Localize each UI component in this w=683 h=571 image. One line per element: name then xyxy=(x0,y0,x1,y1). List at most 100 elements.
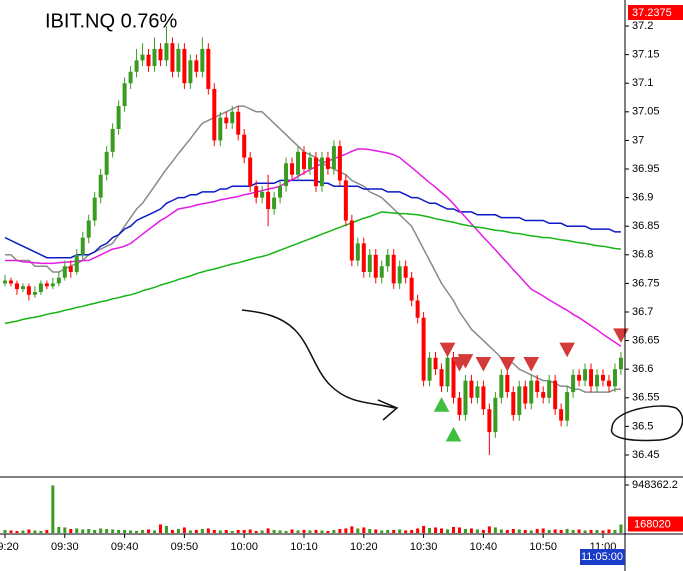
volume-bar xyxy=(386,529,390,533)
volume-bar xyxy=(511,528,515,533)
x-tick-label: 09:40 xyxy=(111,541,139,553)
volume-bar xyxy=(422,525,426,533)
candle-body xyxy=(140,54,145,61)
volume-bar xyxy=(123,529,127,533)
volume-bar xyxy=(499,529,503,533)
volume-bar xyxy=(254,530,258,533)
y-tick-label: 36.45 xyxy=(632,449,660,461)
volume-bar xyxy=(188,530,192,533)
candle-body xyxy=(110,128,115,152)
y-tick-label: 37.05 xyxy=(632,106,660,118)
current-time-label: 11:05:00 xyxy=(581,551,623,563)
volume-bar xyxy=(21,530,25,533)
sell-signal xyxy=(499,356,516,372)
x-tick-label: 10:40 xyxy=(470,541,498,553)
candle-body xyxy=(146,54,151,67)
volume-bar xyxy=(129,530,133,533)
candle-body xyxy=(618,357,623,370)
volume-bar xyxy=(260,530,264,533)
volume-bar xyxy=(380,530,384,533)
volume-bar xyxy=(613,529,617,533)
candle-body xyxy=(319,157,324,187)
volume-bar xyxy=(33,530,37,533)
y-tick-label: 36.5 xyxy=(632,420,653,432)
candle-body xyxy=(80,237,85,255)
candle-body xyxy=(38,283,43,292)
candle-body xyxy=(415,300,420,318)
candle-body xyxy=(463,380,468,415)
y-tick-label: 37.1 xyxy=(632,77,653,89)
candle-body xyxy=(260,191,265,198)
volume-bar xyxy=(63,527,67,533)
sell-signal xyxy=(523,356,540,372)
candle-body xyxy=(565,392,570,421)
sell-signal xyxy=(475,356,492,372)
volume-bar xyxy=(212,529,216,533)
candle-body xyxy=(523,386,528,404)
volume-bar xyxy=(39,530,43,533)
moving-average-line xyxy=(4,211,621,325)
candle-body xyxy=(601,374,605,381)
volume-bar xyxy=(248,529,252,533)
volume-bar xyxy=(589,529,593,533)
candle-body xyxy=(284,163,289,187)
volume-bar xyxy=(446,529,450,533)
volume-bar xyxy=(583,530,587,533)
candle-body xyxy=(266,191,271,210)
y-tick-label: 36.75 xyxy=(632,277,660,289)
candle-body xyxy=(224,117,229,124)
volume-bar xyxy=(200,528,204,533)
candle-body xyxy=(206,48,211,89)
volume-bar xyxy=(296,530,300,533)
moving-average-line xyxy=(5,148,622,347)
y-tick-label: 36.55 xyxy=(632,392,660,404)
volume-bar xyxy=(392,529,396,533)
candle-body xyxy=(469,380,474,398)
candle-body xyxy=(200,48,205,72)
candle-body xyxy=(134,60,139,72)
volume-bar xyxy=(290,529,294,533)
volume-bar xyxy=(577,529,581,533)
candle-body xyxy=(367,254,372,272)
candle-body xyxy=(403,266,408,278)
candle-body xyxy=(493,397,498,433)
candle-body xyxy=(14,283,19,290)
candle-body xyxy=(445,357,450,387)
volume-bar xyxy=(416,528,420,533)
volume-bar xyxy=(481,529,485,533)
candle-body xyxy=(517,386,522,415)
candle-body xyxy=(577,374,582,381)
volume-bar xyxy=(3,529,7,533)
x-tick-label: 10:20 xyxy=(350,541,378,553)
candle-body xyxy=(409,277,414,301)
volume-bar xyxy=(565,528,569,533)
volume-bar xyxy=(51,485,55,533)
volume-bar xyxy=(206,528,210,533)
volume-bar xyxy=(559,529,563,533)
candle-body xyxy=(373,254,378,278)
candle-body xyxy=(307,157,312,170)
volume-bar xyxy=(505,529,509,533)
volume-bar xyxy=(57,526,61,533)
volume-bar xyxy=(194,529,198,533)
volume-bar xyxy=(242,529,246,533)
candle-body xyxy=(116,106,121,129)
volume-bar xyxy=(164,525,168,533)
volume-bar xyxy=(601,530,605,533)
y-tick-label: 36.9 xyxy=(632,192,653,204)
volume-bar xyxy=(368,528,372,533)
candle-body xyxy=(439,369,444,387)
volume-bar xyxy=(619,524,623,533)
current-time-box xyxy=(580,549,625,565)
volume-bar xyxy=(607,529,611,533)
candle-body xyxy=(296,151,301,175)
candle-body xyxy=(128,71,133,84)
volume-bar xyxy=(266,528,270,533)
volume-bar xyxy=(320,530,324,533)
sell-signal xyxy=(613,328,629,343)
candle-body xyxy=(511,392,516,415)
y-tick-label: 37.15 xyxy=(632,49,660,61)
candle-body xyxy=(104,151,109,175)
candle-body xyxy=(475,386,480,398)
